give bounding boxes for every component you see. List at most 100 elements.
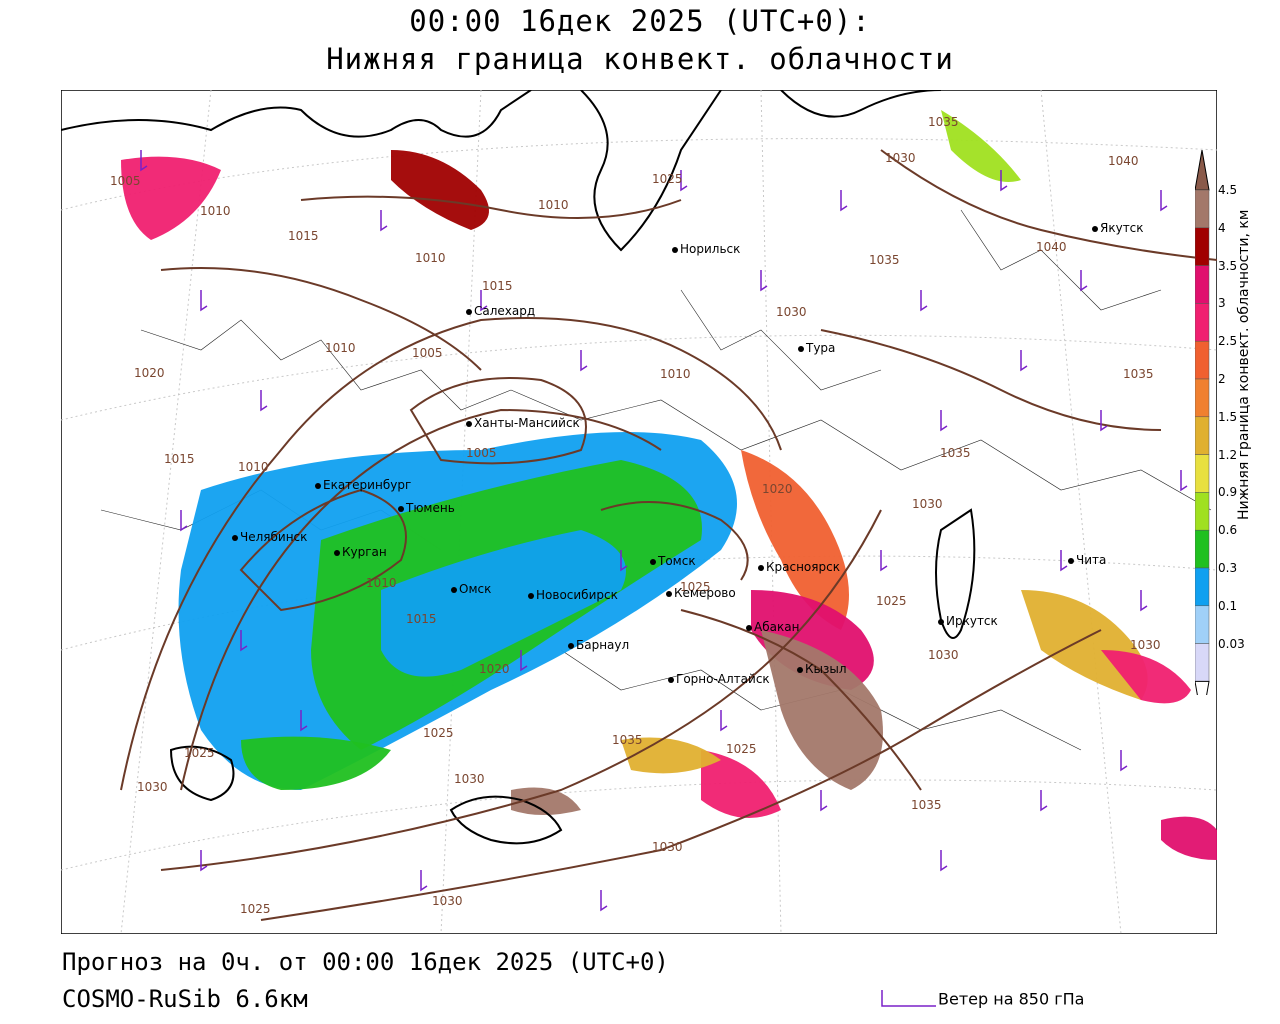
city-dot	[568, 642, 574, 649]
isobar-label: 1005	[466, 446, 497, 460]
legend-swatch	[1195, 416, 1210, 455]
legend-swatch	[1195, 605, 1210, 644]
city-name: Кызыл	[805, 662, 847, 676]
city-marker: Норильск	[672, 242, 740, 256]
city-marker: Якутск	[1092, 221, 1144, 235]
city-marker: Курган	[334, 545, 387, 559]
city-name: Красноярск	[766, 560, 840, 574]
city-dot	[398, 505, 404, 512]
legend-swatch	[1195, 454, 1210, 493]
isobar-label: 1005	[412, 346, 443, 360]
city-dot	[758, 564, 764, 571]
legend-swatch	[1195, 227, 1210, 266]
city-marker: Чита	[1068, 553, 1106, 567]
legend-bottom-arrow	[1195, 680, 1210, 695]
city-name: Горно-Алтайск	[676, 672, 770, 686]
color-scale-legend	[1195, 150, 1210, 695]
city-marker: Омск	[451, 582, 491, 596]
legend-tick-label: 1.2	[1218, 447, 1238, 462]
city-name: Курган	[342, 545, 387, 559]
city-dot	[650, 558, 656, 565]
wind-legend: Ветер на 850 гПа	[878, 988, 1084, 1012]
city-marker: Екатеринбург	[315, 478, 411, 492]
legend-tick-label: 1.5	[1218, 409, 1238, 424]
city-name: Екатеринбург	[323, 478, 412, 492]
legend-tick-label: 4.5	[1218, 183, 1238, 197]
isobar-label: 1035	[928, 115, 959, 129]
city-marker: Новосибирск	[528, 588, 618, 602]
city-dot	[232, 534, 238, 541]
city-dot	[1092, 225, 1098, 232]
isobar-label: 1030	[137, 780, 168, 794]
isobar-label: 1010	[366, 576, 397, 590]
city-marker: Кемерово	[666, 586, 736, 600]
isobar-label: 1015	[164, 452, 195, 466]
isobar-label: 1010	[538, 198, 569, 212]
city-marker: Тура	[798, 341, 835, 355]
legend-swatch	[1195, 265, 1210, 304]
city-marker: Барнаул	[568, 638, 629, 652]
isobar-label: 1025	[680, 580, 711, 594]
city-name: Салехард	[474, 304, 536, 318]
isobar-label: 1030	[885, 151, 916, 165]
map-title-parameter: Нижняя граница конвект. облачности	[326, 42, 954, 76]
city-marker: Красноярск	[758, 560, 840, 574]
wind-legend-label: Ветер на 850 гПа	[938, 989, 1085, 1009]
city-marker: Ханты-Мансийск	[466, 416, 580, 430]
legend-tick-label: 3.5	[1218, 258, 1238, 273]
isobar-label: 1025	[240, 902, 271, 916]
city-name: Норильск	[680, 242, 741, 256]
isobar-label: 1025	[726, 742, 757, 756]
forecast-info: Прогноз на 0ч. от 00:00 16дек 2025 (UTC+…	[62, 948, 669, 976]
isobar-label: 1035	[911, 798, 942, 812]
city-dot	[746, 624, 752, 631]
isobar-label: 1020	[762, 482, 793, 496]
city-marker: Горно-Алтайск	[668, 672, 770, 686]
isobar-label: 1025	[652, 172, 683, 186]
city-dot	[528, 592, 534, 599]
city-dot	[451, 586, 457, 593]
isobar-label: 1025	[876, 594, 907, 608]
legend-title: Нижняя граница конвект. облачности, км	[1236, 209, 1252, 520]
city-name: Новосибирск	[536, 588, 618, 602]
legend-swatch	[1195, 643, 1210, 682]
city-name: Якутск	[1100, 221, 1144, 235]
isobar-label: 1035	[940, 446, 971, 460]
legend-tick-label: 0.9	[1218, 485, 1238, 500]
city-marker: Салехард	[466, 304, 535, 318]
isobar-label: 1015	[406, 612, 437, 626]
model-name: COSMO-RuSib 6.6км	[62, 985, 308, 1013]
city-dot	[315, 482, 321, 489]
isobar-label: 1040	[1108, 154, 1139, 168]
legend-tick-label: 2.5	[1218, 334, 1238, 349]
isobar-label: 1005	[110, 174, 141, 188]
legend-swatch	[1195, 529, 1210, 569]
map-title-time: 00:00 16дек 2025 (UTC+0):	[409, 4, 871, 38]
city-marker: Иркутск	[938, 614, 998, 628]
city-name: Тюмень	[406, 501, 455, 515]
city-marker: Челябинск	[232, 530, 307, 544]
city-dot	[797, 666, 803, 673]
city-name: Тура	[806, 341, 836, 355]
weather-map	[61, 90, 1217, 934]
isobar-label: 1030	[652, 840, 683, 854]
legend-swatch	[1195, 303, 1210, 342]
isobar-label: 1040	[1036, 240, 1067, 254]
city-name: Омск	[459, 582, 492, 596]
city-marker: Кызыл	[797, 662, 847, 676]
legend-tick-label: 0.6	[1218, 523, 1238, 538]
city-dot	[466, 308, 472, 315]
legend-swatch	[1195, 378, 1210, 418]
city-name: Иркутск	[946, 614, 998, 628]
city-name: Кемерово	[674, 586, 736, 600]
legend-tick-label: 0.03	[1218, 636, 1245, 651]
legend-swatch	[1195, 492, 1210, 531]
isobar-label: 1010	[238, 460, 269, 474]
legend-tick-label: 2	[1218, 372, 1226, 386]
city-marker: Тюмень	[398, 501, 455, 515]
isobar-label: 1035	[869, 253, 900, 267]
isobar-label: 1010	[200, 204, 231, 218]
city-dot	[466, 420, 472, 427]
legend-tick-label: 4	[1218, 220, 1226, 235]
isobar-label: 1010	[415, 251, 446, 265]
